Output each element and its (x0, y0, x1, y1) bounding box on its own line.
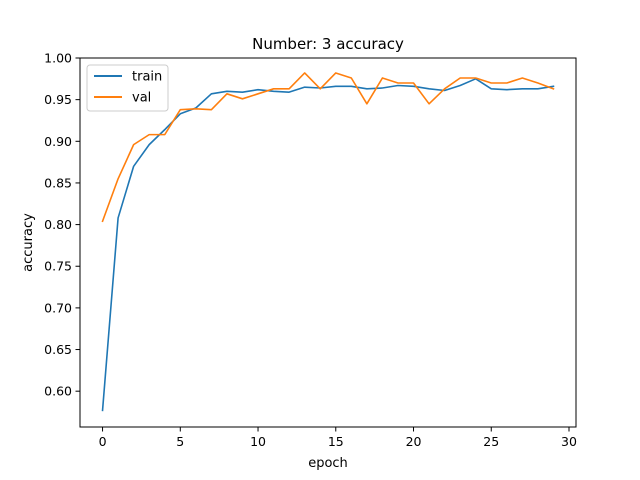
x-axis-label: epoch (308, 456, 348, 471)
y-tick-label-0.75: 0.75 (44, 259, 72, 274)
x-tick-label-30: 30 (561, 434, 577, 449)
y-tick-label-0.95: 0.95 (44, 92, 72, 107)
chart-title: Number: 3 accuracy (252, 35, 404, 53)
x-tick-label-5: 5 (176, 434, 184, 449)
y-tick-label-0.60: 0.60 (44, 384, 72, 399)
legend-label-val: val (132, 91, 151, 106)
x-tick-label-15: 15 (328, 434, 344, 449)
x-tick-label-20: 20 (406, 434, 422, 449)
y-tick-label-0.85: 0.85 (44, 175, 72, 190)
y-tick-label-0.90: 0.90 (44, 134, 72, 149)
x-tick-label-0: 0 (99, 434, 107, 449)
x-tick-label-10: 10 (250, 434, 266, 449)
series-line-train (101, 78, 555, 412)
y-tick-label-1.00: 1.00 (44, 51, 72, 66)
plot-area: 0 5 10 15 20 25 30 0.60 0.65 0.70 0.75 0.80 0.85 0.90… (44, 51, 577, 450)
y-tick-label-0.65: 0.65 (44, 342, 72, 357)
series-line-val (101, 72, 555, 223)
axes-frame (79, 57, 577, 428)
x-tick-label-25: 25 (483, 434, 499, 449)
y-tick-label-0.70: 0.70 (44, 300, 72, 315)
y-tick-label-0.80: 0.80 (44, 217, 72, 232)
legend: train val (86, 64, 169, 112)
y-axis-label: accuracy (21, 213, 36, 272)
legend-label-train: train (132, 70, 162, 85)
